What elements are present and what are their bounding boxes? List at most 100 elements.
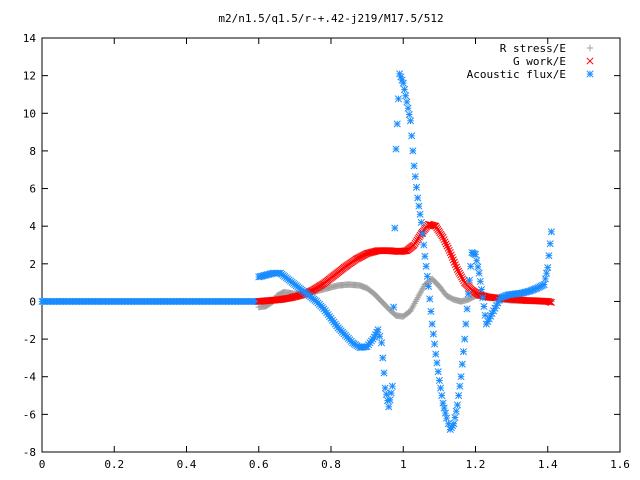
data-point bbox=[427, 307, 435, 316]
data-point bbox=[432, 350, 440, 358]
data-point bbox=[464, 290, 472, 298]
data-point bbox=[381, 384, 389, 392]
data-point bbox=[460, 277, 468, 285]
data-point bbox=[480, 302, 488, 311]
x-tick-label: 0.2 bbox=[104, 458, 124, 471]
data-point bbox=[380, 369, 388, 377]
data-point bbox=[438, 391, 446, 400]
data-point bbox=[400, 247, 408, 255]
data-point bbox=[455, 269, 464, 277]
data-point bbox=[446, 248, 454, 257]
data-point bbox=[421, 252, 429, 260]
data-point bbox=[424, 282, 433, 290]
data-point bbox=[428, 320, 436, 328]
data-point bbox=[445, 246, 453, 254]
data-point bbox=[417, 218, 425, 226]
data-point bbox=[467, 262, 475, 270]
data-point bbox=[408, 132, 416, 140]
data-point bbox=[431, 340, 439, 348]
data-point bbox=[400, 85, 409, 93]
data-point bbox=[434, 368, 442, 376]
data-point bbox=[442, 240, 450, 248]
data-point bbox=[473, 257, 481, 265]
y-tick-label: 6 bbox=[29, 183, 36, 196]
x-tick-label: 1.4 bbox=[538, 458, 558, 471]
data-point bbox=[444, 244, 452, 252]
data-point bbox=[429, 330, 437, 338]
data-point bbox=[420, 241, 428, 249]
data-point bbox=[545, 298, 553, 306]
data-point bbox=[454, 267, 463, 275]
y-tick-label: 2 bbox=[29, 258, 36, 271]
data-point bbox=[441, 238, 449, 246]
data-point bbox=[410, 162, 418, 170]
data-point bbox=[449, 256, 457, 264]
y-tick-label: -2 bbox=[23, 333, 36, 346]
data-point bbox=[540, 280, 548, 289]
data-point bbox=[545, 252, 553, 260]
data-point bbox=[394, 95, 402, 103]
data-point bbox=[547, 298, 555, 306]
data-point bbox=[378, 339, 386, 347]
data-point bbox=[447, 251, 455, 259]
legend-label: G work/E bbox=[513, 55, 566, 68]
data-point bbox=[399, 79, 407, 87]
y-tick-label: 12 bbox=[23, 70, 36, 83]
x-tick-label: 0.8 bbox=[321, 458, 341, 471]
data-point bbox=[458, 360, 466, 368]
data-point bbox=[415, 202, 423, 210]
data-point bbox=[376, 332, 384, 340]
data-point bbox=[388, 382, 396, 390]
data-point bbox=[382, 390, 390, 398]
data-point bbox=[462, 320, 470, 328]
data-point bbox=[414, 194, 422, 202]
data-point bbox=[458, 273, 466, 281]
data-point bbox=[443, 414, 451, 422]
y-tick-label: 14 bbox=[23, 32, 37, 45]
data-point bbox=[450, 420, 458, 428]
data-point bbox=[546, 240, 554, 248]
data-point bbox=[403, 98, 411, 106]
legend-marker bbox=[586, 57, 594, 65]
data-point bbox=[451, 261, 459, 269]
data-point bbox=[461, 335, 469, 343]
plot-frame bbox=[41, 37, 621, 453]
data-point bbox=[393, 120, 401, 128]
x-tick-label: 1 bbox=[400, 458, 407, 471]
data-point bbox=[416, 210, 424, 218]
data-point bbox=[541, 275, 549, 283]
x-tick-label: 0 bbox=[39, 458, 46, 471]
data-point bbox=[392, 145, 400, 153]
data-point bbox=[476, 277, 484, 285]
data-point bbox=[443, 242, 451, 250]
y-tick-label: -6 bbox=[23, 408, 36, 421]
data-point bbox=[544, 264, 552, 272]
legend-label: Acoustic flux/E bbox=[467, 68, 566, 81]
data-point bbox=[465, 276, 474, 284]
data-point bbox=[456, 271, 465, 279]
legend-marker bbox=[586, 70, 594, 78]
data-point bbox=[386, 396, 394, 404]
series-acoustic-flux-e bbox=[255, 70, 555, 433]
data-point bbox=[448, 253, 456, 261]
data-point bbox=[437, 384, 445, 392]
data-point bbox=[426, 295, 434, 303]
data-point bbox=[374, 326, 382, 334]
y-tick-label: 0 bbox=[29, 295, 36, 308]
data-point bbox=[475, 269, 483, 277]
y-tick-label: 4 bbox=[29, 220, 36, 233]
data-point bbox=[547, 228, 555, 236]
data-point bbox=[440, 236, 448, 244]
series-layer bbox=[38, 70, 555, 433]
data-point bbox=[422, 262, 430, 270]
legend-marker bbox=[586, 44, 594, 52]
data-point bbox=[405, 110, 413, 119]
data-point bbox=[452, 407, 460, 415]
data-point bbox=[412, 183, 421, 191]
series-g-work-e bbox=[255, 220, 555, 306]
data-point bbox=[433, 359, 441, 367]
y-tick-label: 8 bbox=[29, 145, 36, 158]
data-point bbox=[453, 401, 461, 409]
data-point bbox=[453, 265, 461, 274]
data-point bbox=[457, 373, 465, 381]
